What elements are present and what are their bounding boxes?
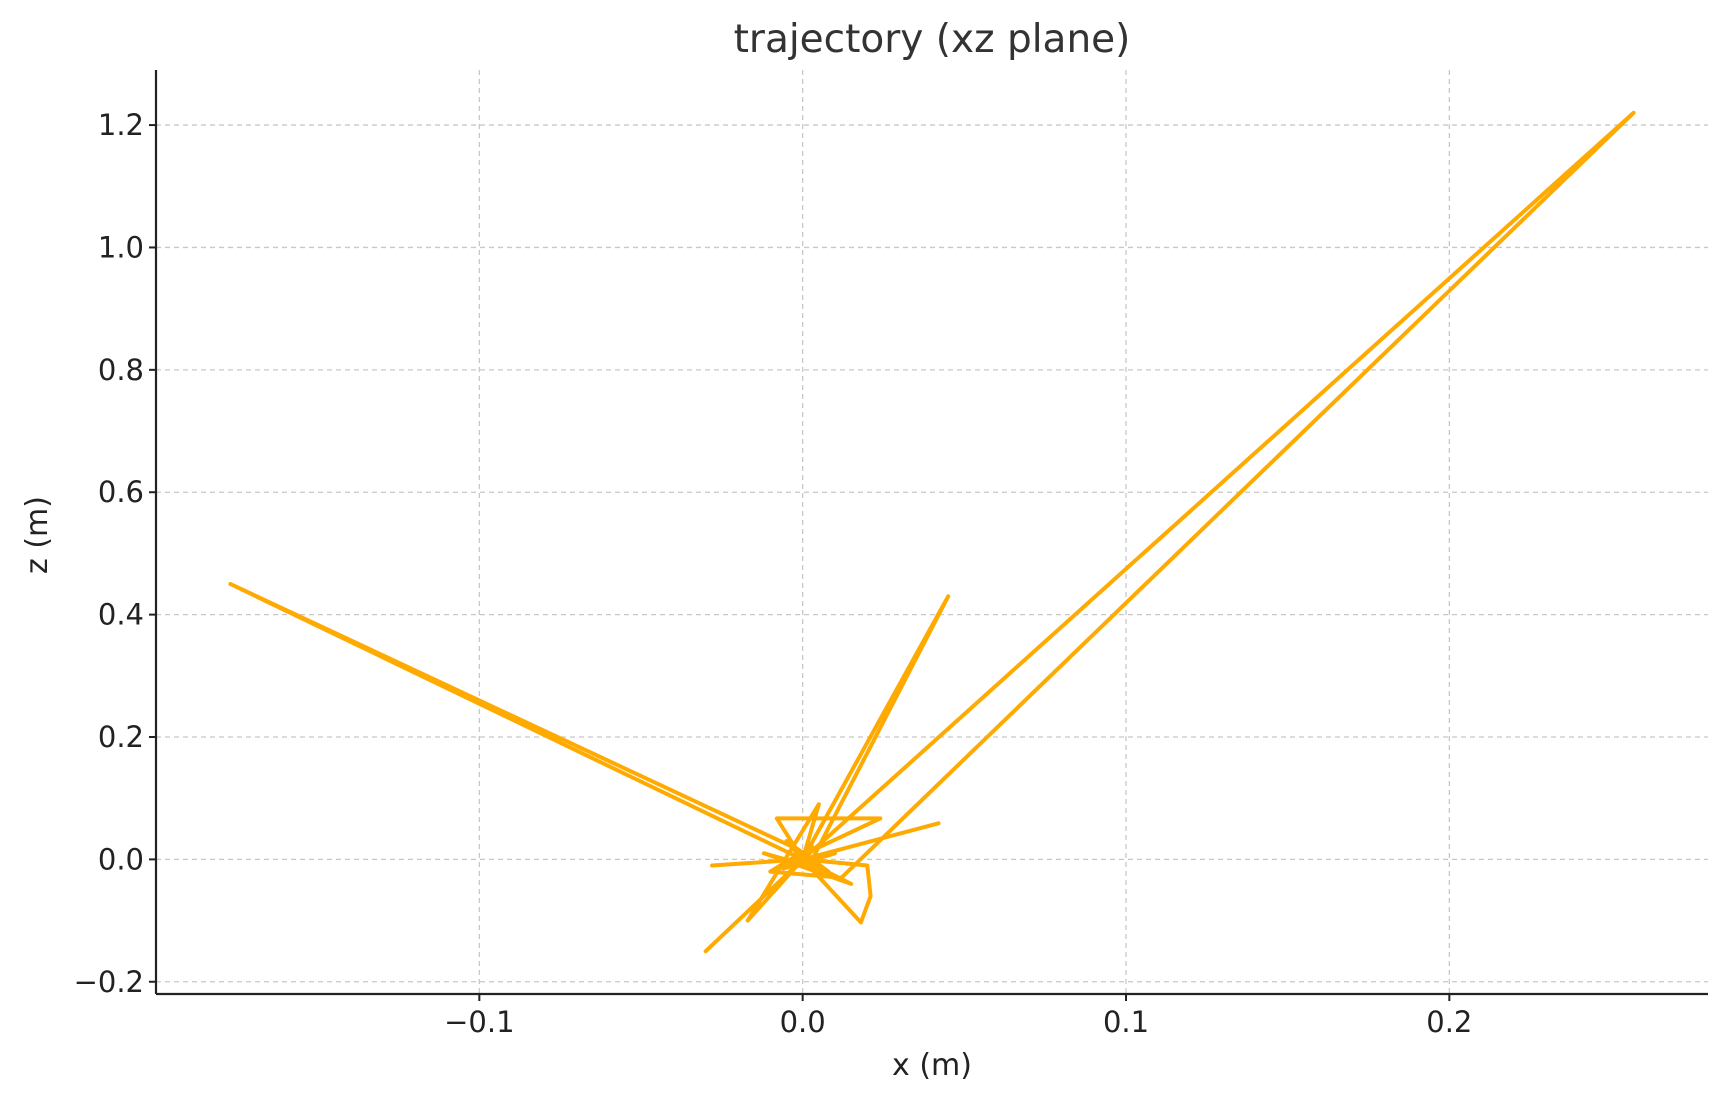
y-tick-label: 1.0 xyxy=(98,230,144,264)
y-tick-label: 1.2 xyxy=(98,108,144,142)
y-tick-label: 0.0 xyxy=(98,842,144,876)
x-tick-label: 0.1 xyxy=(1103,1005,1149,1039)
axis-ticks: −0.1 0.0 0.1 0.2 −0.2 0.0 0.2 0.4 0.6 0.8 1.0 1.2 xyxy=(74,108,1473,1039)
y-axis-label: z (m) xyxy=(20,496,55,574)
x-tick-label: 0.0 xyxy=(780,1005,826,1039)
y-tick-label: 0.2 xyxy=(98,720,144,754)
x-tick-label: −0.1 xyxy=(444,1005,514,1039)
y-tick-label: −0.2 xyxy=(74,965,144,999)
trajectory-line xyxy=(228,110,1636,954)
y-tick-label: 0.8 xyxy=(98,353,144,387)
y-tick-label: 0.4 xyxy=(98,598,144,632)
series-layer xyxy=(228,110,1636,954)
chart-title: trajectory (xz plane) xyxy=(734,17,1131,62)
x-axis-label: x (m) xyxy=(892,1048,972,1083)
x-tick-label: 0.2 xyxy=(1426,1005,1472,1039)
grid-lines xyxy=(156,70,1708,994)
y-tick-label: 0.6 xyxy=(98,475,144,509)
